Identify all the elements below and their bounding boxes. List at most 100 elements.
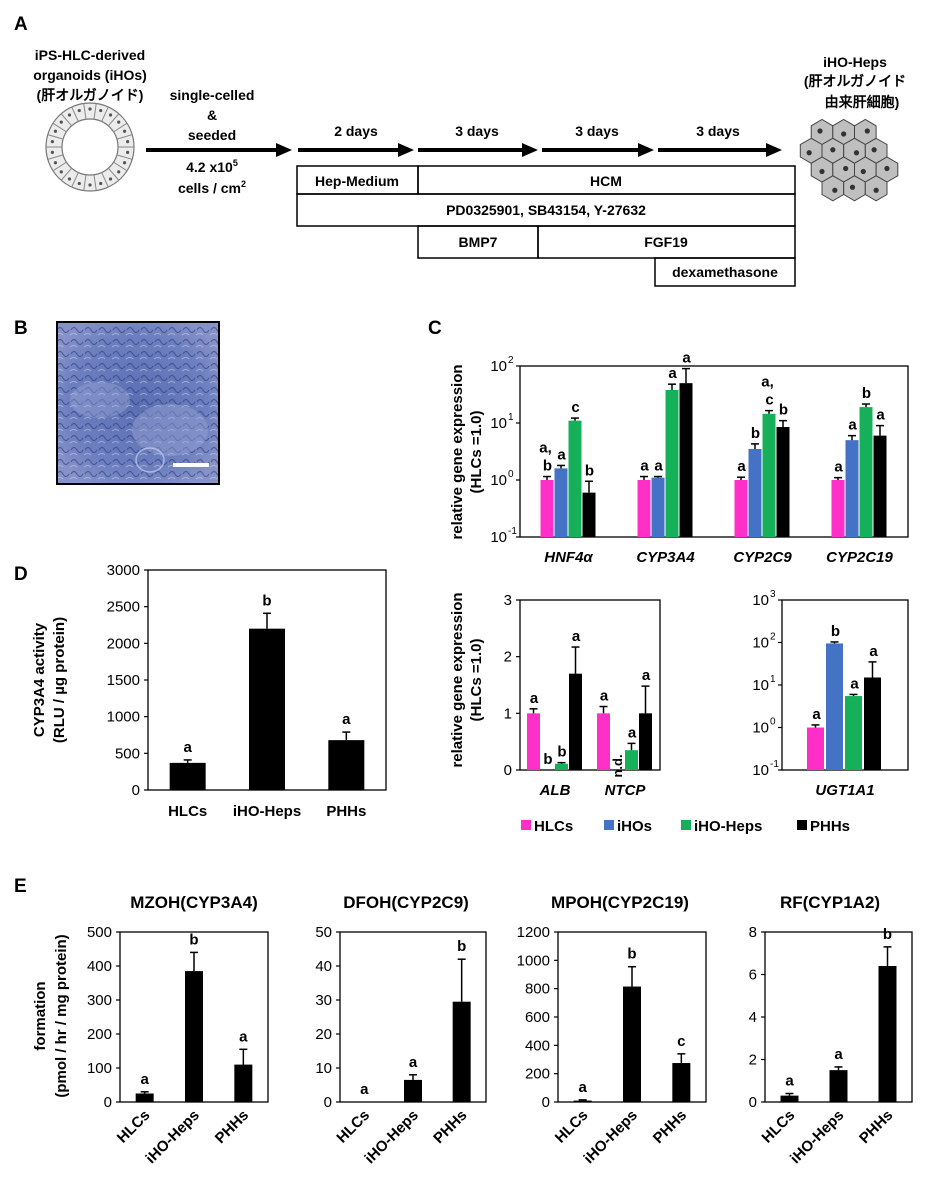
legend-swatch-ihos xyxy=(604,820,614,830)
e4-y-tick-label: 4 xyxy=(749,1009,757,1026)
e1-x-label: HLCs xyxy=(114,1107,154,1147)
c-top-significance-letter: a xyxy=(654,458,663,475)
hepatocyte-nucleus xyxy=(871,147,877,153)
c-top-y-tick-exponent: 0 xyxy=(508,469,514,480)
legend-label-phhs: PHHs xyxy=(810,818,850,835)
c-top-significance-letter: a xyxy=(668,365,677,382)
c-br-y-tick-label: 10 xyxy=(752,677,769,694)
legend-label-ihos: iHOs xyxy=(617,818,652,835)
e1-y-tick-label: 200 xyxy=(87,1026,112,1043)
c-bl-phhs-bar xyxy=(639,713,652,770)
organoid-nucleus xyxy=(88,183,92,187)
d-significance-letter: a xyxy=(342,711,351,728)
organoid-nucleus xyxy=(59,120,63,124)
c-br-significance-letter: a xyxy=(812,706,821,723)
e1-x-label: PHHs xyxy=(212,1107,252,1147)
e4-y-tick-label: 8 xyxy=(749,924,757,941)
c-br-significance-letter: a xyxy=(850,675,859,692)
step-label-line1: single-celled xyxy=(170,87,255,103)
c-br-y-tick-label: 10 xyxy=(752,720,769,737)
e3-y-tick-label: 400 xyxy=(525,1037,550,1054)
e3-y-tick-label: 200 xyxy=(525,1066,550,1083)
c-top-ihos-bar xyxy=(845,440,859,537)
d-x-label: PHHs xyxy=(326,803,366,820)
c-top-iho-heps-bar xyxy=(568,420,582,537)
product-label-line2: (肝オルガノイド xyxy=(804,73,906,89)
e1-iho-heps-bar xyxy=(185,971,203,1102)
c-top-significance-letter: c xyxy=(571,399,579,416)
duration-label-1: 2 days xyxy=(334,123,378,139)
d-phhs-bar xyxy=(328,740,365,790)
duration-label-2: 3 days xyxy=(455,123,499,139)
c-top-significance-letter: a xyxy=(737,458,746,475)
c-top-phhs-bar xyxy=(776,427,790,537)
e1-y-tick-label: 500 xyxy=(87,924,112,941)
organoid-nucleus xyxy=(117,120,121,124)
e3-x-label: PHHs xyxy=(650,1107,690,1147)
timeline-arrow-1 xyxy=(298,143,414,157)
c-top-ylabel-line2: (HLCs =1.0) xyxy=(468,411,485,494)
duration-label-3: 3 days xyxy=(575,123,619,139)
organoid-lumen xyxy=(61,118,119,176)
c-top-significance-letter: a xyxy=(834,459,843,476)
c-br-hlcs-bar xyxy=(807,727,824,770)
organoid-cell-wall xyxy=(116,134,133,140)
organoid-cell-wall xyxy=(47,134,64,140)
e4-significance-letter: b xyxy=(883,926,892,943)
hepatocyte-nucleus xyxy=(806,150,812,156)
e2-y-tick-label: 20 xyxy=(315,1026,332,1043)
organoid-label-line2: organoids (iHOs) xyxy=(33,67,147,83)
e2-y-tick-label: 50 xyxy=(315,924,332,941)
box-dexamethasone: dexamethasone xyxy=(672,264,778,280)
box-fgf19: FGF19 xyxy=(644,234,688,250)
organoid-cell-wall xyxy=(47,154,64,160)
e3-title: MPOH(CYP2C19) xyxy=(551,893,689,912)
hepatocyte-nucleus xyxy=(853,150,860,156)
organoid-cell-wall xyxy=(93,174,97,191)
c-top-x-label: HNF4α xyxy=(544,549,593,566)
organoid-nucleus xyxy=(53,129,58,133)
organoid-cell-wall xyxy=(113,122,128,133)
e3-y-tick-label: 0 xyxy=(542,1094,550,1111)
c-bl-significance-letter: a xyxy=(600,688,609,705)
e-ylabel-line1: formation xyxy=(32,981,49,1050)
c-bl-y-tick-label: 1 xyxy=(504,705,512,722)
d-hlcs-bar xyxy=(169,762,206,790)
box-hcm: HCM xyxy=(590,173,622,189)
organoid-cell-wall xyxy=(52,161,67,172)
d-x-label: HLCs xyxy=(168,803,207,820)
organoid-label-line3: (肝オルガノイド) xyxy=(37,87,144,103)
c-top-significance-letter: a xyxy=(557,446,566,463)
c-br-x-label: UGT1A1 xyxy=(815,782,874,799)
c-bl-significance-letter: a xyxy=(642,667,651,684)
product-label-line3: 由来肝細胞) xyxy=(825,94,900,110)
c-top-ihos-bar xyxy=(748,448,762,537)
e2-iho-heps-bar xyxy=(404,1079,422,1102)
d-y-tick-label: 3000 xyxy=(107,562,140,579)
e1-x-label: iHO-Heps xyxy=(142,1107,202,1167)
c-top-significance-letter: b xyxy=(543,458,552,475)
organoid-cell-wall xyxy=(52,122,67,133)
duration-label-4: 3 days xyxy=(696,123,740,139)
c-top-ihos-bar xyxy=(554,468,568,537)
e2-significance-letter: a xyxy=(360,1081,369,1098)
seeding-arrow xyxy=(146,143,292,157)
c-br-y-tick-exponent: 0 xyxy=(770,717,776,728)
c-top-significance-letter: a xyxy=(848,417,857,434)
organoid-cell-wall xyxy=(71,172,79,188)
e3-significance-letter: c xyxy=(677,1033,685,1050)
product-label-line1: iHO-Heps xyxy=(823,54,887,70)
c-top-iho-heps-bar xyxy=(665,389,679,537)
organoid-nucleus xyxy=(59,170,63,174)
c-top-significance-letter: b xyxy=(862,385,871,402)
e4-y-tick-label: 0 xyxy=(749,1094,757,1111)
c-top-iho-heps-bar xyxy=(762,413,776,537)
c-bl-significance-letter: b xyxy=(543,751,552,768)
e3-significance-letter: b xyxy=(627,946,636,963)
organoid-nucleus xyxy=(126,150,130,155)
e2-x-label: PHHs xyxy=(430,1107,470,1147)
c-br-y-tick-exponent: 1 xyxy=(770,674,776,685)
organoid-nucleus xyxy=(126,139,130,144)
hepatocyte-nucleus xyxy=(819,168,825,175)
e4-title: RF(CYP1A2) xyxy=(780,893,880,912)
